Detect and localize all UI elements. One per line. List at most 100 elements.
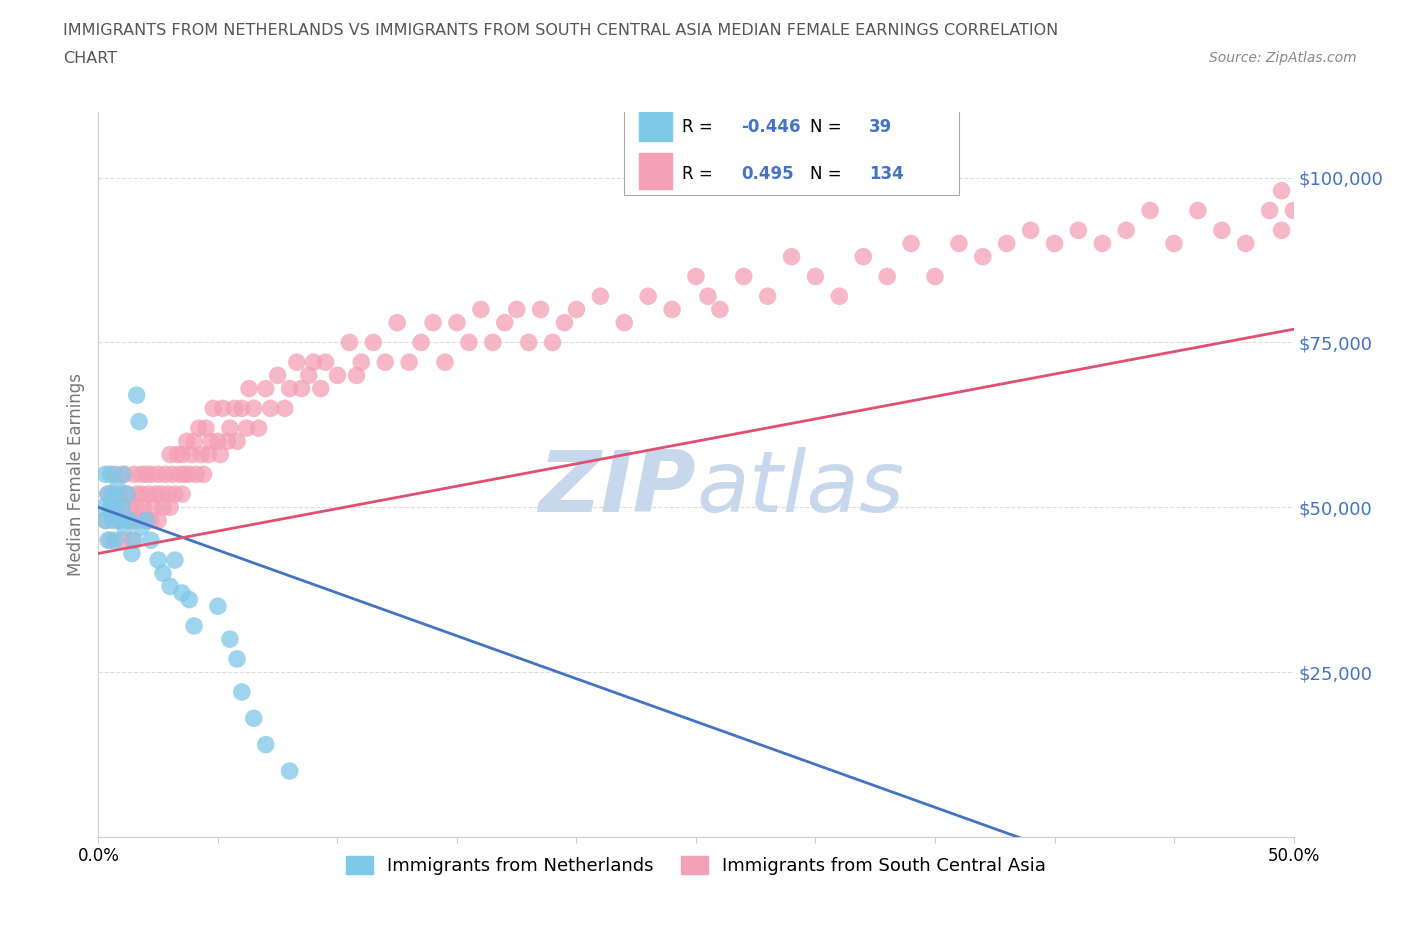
- Text: ZIP: ZIP: [538, 447, 696, 530]
- Point: [111, 467, 134, 482]
- Point: [1211, 223, 1233, 238]
- Point: [115, 486, 138, 501]
- Point: [315, 354, 337, 369]
- Point: [121, 546, 143, 561]
- Point: [900, 236, 922, 251]
- Point: [446, 315, 468, 330]
- Point: [254, 381, 277, 396]
- Point: [231, 401, 253, 416]
- Point: [1234, 236, 1257, 251]
- Point: [172, 586, 194, 601]
- Text: Source: ZipAtlas.com: Source: ZipAtlas.com: [1209, 51, 1357, 65]
- Point: [159, 579, 181, 594]
- Point: [235, 420, 257, 435]
- Point: [179, 467, 201, 482]
- Point: [506, 302, 529, 317]
- Point: [139, 533, 162, 548]
- Point: [517, 335, 540, 350]
- Point: [1271, 183, 1294, 198]
- Point: [565, 302, 588, 317]
- Point: [107, 480, 129, 495]
- Point: [156, 486, 179, 501]
- Text: N =: N =: [810, 166, 846, 183]
- Point: [128, 414, 150, 429]
- Text: atlas: atlas: [696, 447, 904, 530]
- Point: [124, 467, 146, 482]
- Point: [1271, 223, 1294, 238]
- Point: [291, 381, 314, 396]
- Text: R =: R =: [682, 118, 717, 136]
- Point: [226, 434, 249, 449]
- Point: [149, 486, 172, 501]
- Point: [267, 368, 290, 383]
- Point: [97, 486, 120, 501]
- Point: [159, 447, 181, 462]
- Point: [176, 434, 198, 449]
- Point: [159, 499, 181, 514]
- Text: N =: N =: [810, 118, 846, 136]
- Point: [135, 513, 157, 528]
- Point: [152, 499, 174, 514]
- Point: [111, 499, 134, 514]
- Point: [155, 467, 177, 482]
- Point: [756, 289, 779, 304]
- Point: [697, 289, 720, 304]
- Point: [169, 467, 191, 482]
- Point: [207, 599, 229, 614]
- Point: [172, 447, 194, 462]
- Point: [139, 467, 162, 482]
- Point: [195, 420, 218, 435]
- Point: [804, 269, 827, 284]
- Point: [589, 289, 612, 304]
- Point: [190, 447, 212, 462]
- Point: [104, 533, 127, 548]
- Point: [231, 684, 253, 699]
- Point: [200, 434, 222, 449]
- Point: [118, 499, 141, 514]
- Point: [115, 513, 138, 528]
- Point: [709, 302, 731, 317]
- Text: 134: 134: [869, 166, 904, 183]
- Point: [363, 335, 385, 350]
- Point: [1043, 236, 1066, 251]
- Point: [148, 552, 170, 567]
- Point: [995, 236, 1018, 251]
- Point: [613, 315, 636, 330]
- Point: [207, 434, 229, 449]
- Point: [211, 401, 233, 416]
- Point: [166, 447, 188, 462]
- Point: [219, 631, 242, 646]
- Point: [948, 236, 970, 251]
- Point: [541, 335, 564, 350]
- Point: [852, 249, 875, 264]
- Text: 39: 39: [869, 118, 893, 136]
- Point: [163, 486, 186, 501]
- Point: [193, 467, 215, 482]
- Text: 0.495: 0.495: [741, 166, 794, 183]
- Point: [131, 467, 153, 482]
- Point: [733, 269, 755, 284]
- Point: [183, 618, 205, 633]
- Point: [183, 434, 205, 449]
- Point: [285, 354, 308, 369]
- Point: [411, 335, 433, 350]
- Point: [125, 486, 148, 501]
- Text: R =: R =: [682, 166, 717, 183]
- Point: [101, 513, 124, 528]
- Point: [152, 565, 174, 580]
- Point: [1282, 203, 1305, 218]
- Point: [180, 447, 202, 462]
- Point: [398, 354, 420, 369]
- Point: [554, 315, 576, 330]
- Point: [274, 401, 297, 416]
- Point: [481, 335, 505, 350]
- Point: [128, 513, 150, 528]
- Point: [637, 289, 659, 304]
- Point: [326, 368, 349, 383]
- Point: [302, 354, 325, 369]
- Point: [98, 499, 122, 514]
- Bar: [638, 106, 672, 141]
- Point: [243, 401, 266, 416]
- Point: [162, 467, 184, 482]
- Point: [530, 302, 553, 317]
